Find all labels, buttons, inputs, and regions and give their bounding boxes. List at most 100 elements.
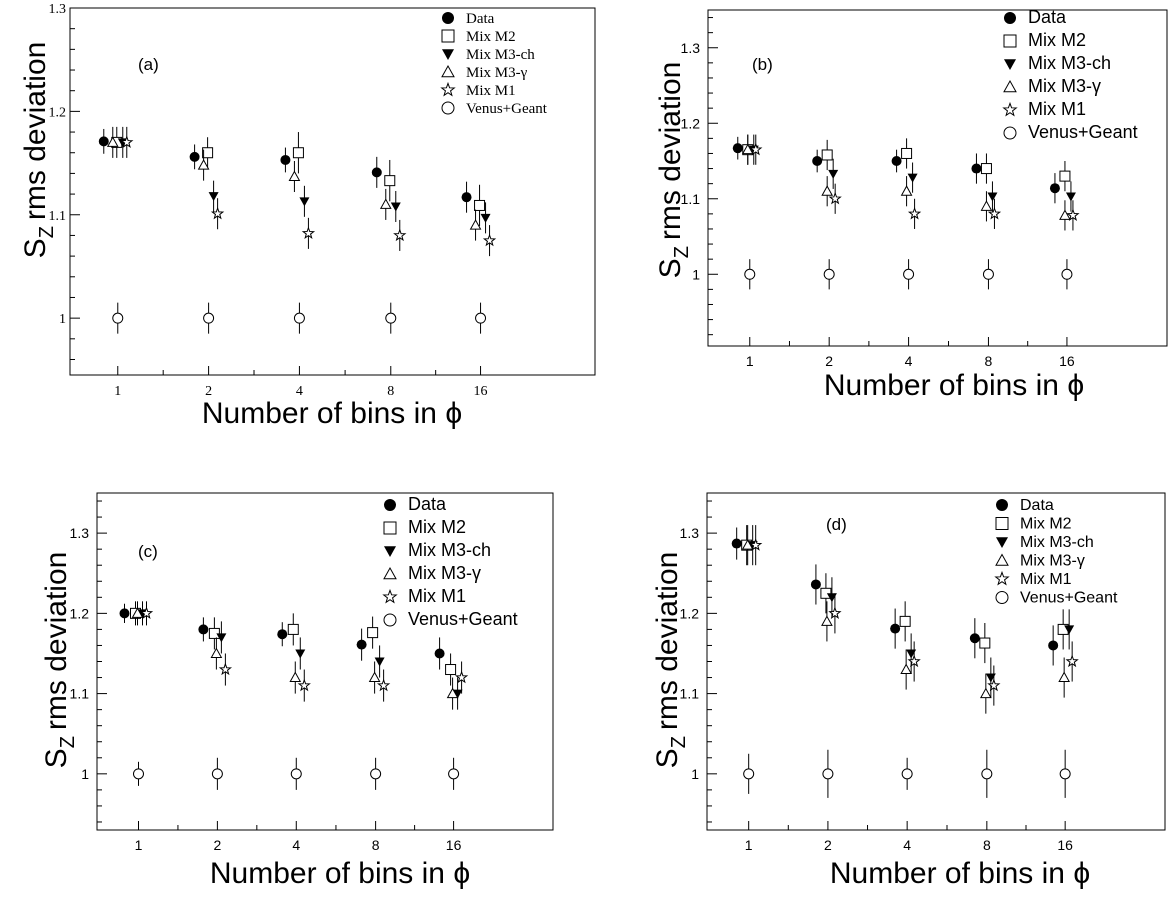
data-point (367, 627, 379, 639)
x-axis-title: Number of bins in ϕ (830, 857, 1090, 890)
data-point (732, 143, 743, 154)
y-axis-title-symbol: S (654, 258, 687, 278)
legend-entry: Data (1020, 497, 1054, 514)
chart-panel-b: 1 1.1 1.2 1.3 1 2 4 8 16 SZrms deviation Number of… (654, 7, 1168, 402)
y-tick-label: 1.3 (49, 2, 67, 17)
y-tick-label: 1 (81, 766, 89, 782)
legend-marker (441, 64, 455, 78)
x-tick-label: 1 (746, 353, 754, 369)
series-mix-m1 (139, 601, 469, 702)
data-point (208, 192, 219, 202)
data-point (1058, 671, 1071, 683)
data-point (821, 185, 834, 196)
chart-panel-a: 1 1.1 1.2 1.3 1 2 4 8 16 SZrms deviation Number of… (19, 2, 596, 430)
data-point (891, 156, 902, 167)
x-axis-title: Number of bins in ϕ (202, 397, 462, 430)
x-tick-label: 4 (292, 837, 300, 853)
data-point (189, 151, 200, 162)
series-mix-m2 (111, 126, 486, 227)
legend-entry: Mix M3-ch (1020, 534, 1094, 551)
legend-marker (1003, 79, 1017, 93)
data-point (749, 538, 763, 551)
x-tick-label: 2 (824, 837, 832, 853)
data-point (987, 192, 998, 202)
legend-marker (996, 499, 1008, 511)
data-point (475, 312, 487, 324)
x-tick-label: 4 (905, 353, 913, 369)
data-point (434, 648, 445, 659)
data-point (812, 156, 823, 167)
data-point (211, 768, 223, 780)
data-point (901, 768, 913, 780)
data-point (106, 136, 119, 147)
data-point (288, 170, 301, 182)
x-tick-label: 8 (985, 353, 993, 369)
x-tick-label: 2 (205, 384, 212, 399)
legend-entry: Mix M3-ch (466, 47, 535, 63)
data-point (979, 637, 991, 649)
panel-label: (b) (752, 55, 773, 74)
y-axis-title-rest: rms deviation (40, 552, 73, 730)
chart-panel-d: 1 1.1 1.2 1.3 1 2 4 8 16 SZrms deviation Number of… (651, 492, 1166, 890)
x-tick-label: 1 (745, 837, 753, 853)
legend-entry: Mix M3-γ (1020, 553, 1085, 570)
data-point (1066, 208, 1080, 222)
data-point (210, 206, 225, 220)
data-point (900, 663, 912, 675)
legend-marker (1003, 126, 1017, 140)
y-tick-label: 1.3 (680, 525, 700, 541)
data-point (1059, 170, 1071, 182)
chart-panel-c: 1 1.1 1.2 1.3 1 2 4 8 16 SZrms deviation Number of… (40, 492, 554, 890)
data-point (448, 768, 460, 780)
data-point (120, 135, 134, 149)
panel-label: (d) (826, 515, 847, 534)
data-point (820, 587, 832, 599)
series-venus-geant (743, 749, 1071, 798)
y-axis-title: SZrms deviation (651, 552, 690, 769)
x-tick-label: 8 (387, 384, 394, 399)
y-axis-title: SZrms deviation (40, 552, 79, 769)
data-point (446, 687, 459, 699)
x-tick-label: 4 (296, 384, 303, 399)
legend-entry: Mix M1 (408, 586, 466, 606)
x-tick-label: 2 (825, 353, 833, 369)
data-point (374, 657, 385, 667)
data-point (452, 689, 463, 699)
x-tick-label: 16 (446, 837, 462, 853)
data-point (216, 633, 227, 643)
plot-frame (706, 492, 1166, 831)
y-tick-label: 1.2 (680, 605, 700, 621)
data-point (980, 200, 993, 211)
y-axis-title-rest: rms deviation (654, 62, 687, 240)
legend-entry: Mix M2 (408, 517, 466, 537)
data-point (980, 163, 992, 175)
data-point (98, 136, 109, 147)
data-point (139, 606, 154, 620)
data-point (480, 213, 491, 223)
y-tick-label: 1.3 (681, 40, 701, 56)
y-tick-label: 1 (691, 766, 699, 782)
legend-marker (1004, 12, 1016, 24)
series-mix-m3- (741, 525, 1071, 714)
legend-marker (384, 546, 396, 557)
legend-marker (442, 12, 454, 24)
data-point (744, 268, 756, 280)
data-point (474, 199, 486, 211)
data-point (987, 678, 1001, 692)
series-mix-m3-ch (748, 134, 1076, 212)
legend-marker (440, 81, 456, 97)
legend-marker (995, 553, 1009, 566)
data-point (828, 606, 842, 620)
data-point (907, 654, 921, 668)
data-point (822, 768, 834, 780)
y-axis-title-subscript: Z (668, 736, 690, 748)
data-point (393, 228, 407, 242)
data-point (900, 185, 913, 196)
data-point (1059, 768, 1071, 780)
y-axis-title-symbol: S (19, 238, 52, 258)
series-venus-geant (112, 302, 487, 334)
